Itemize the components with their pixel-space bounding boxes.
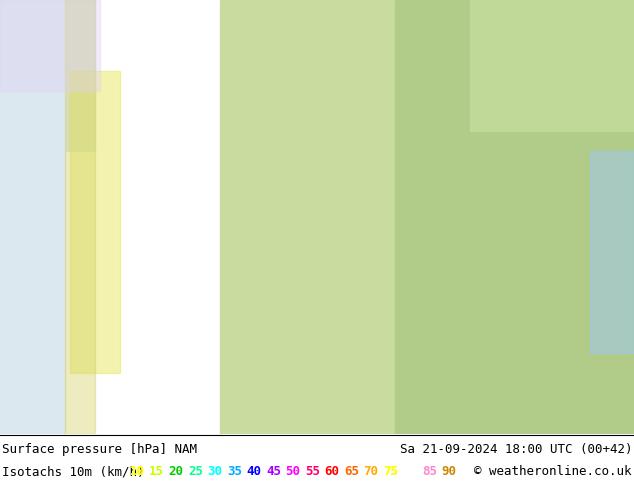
Bar [0,0,95,151]
Bar [70,71,120,373]
Text: 70: 70 [363,466,378,478]
Text: 80: 80 [403,466,418,478]
Text: 90: 90 [441,466,456,478]
Bar [470,0,634,131]
Text: 10: 10 [129,466,145,478]
Bar [395,0,634,434]
Text: 75: 75 [383,466,398,478]
Bar [65,0,95,434]
Text: 60: 60 [325,466,339,478]
Text: © weatheronline.co.uk: © weatheronline.co.uk [474,466,632,478]
Text: 35: 35 [227,466,242,478]
Bar [0,151,65,434]
Text: 55: 55 [305,466,320,478]
Text: 25: 25 [188,466,203,478]
Text: 75: 75 [383,466,398,478]
Bar [590,151,634,353]
Text: 20: 20 [169,466,183,478]
Text: 30: 30 [207,466,223,478]
Text: 40: 40 [247,466,261,478]
Text: Sa 21-09-2024 18:00 UTC (00+42): Sa 21-09-2024 18:00 UTC (00+42) [399,443,632,456]
Text: 85: 85 [422,466,437,478]
Text: 50: 50 [285,466,301,478]
Bar [0,0,100,91]
Text: 15: 15 [149,466,164,478]
Text: 45: 45 [266,466,281,478]
Text: 65: 65 [344,466,359,478]
Text: 10: 10 [129,466,145,478]
Bar [220,0,395,434]
Text: Surface pressure [hPa] NAM: Surface pressure [hPa] NAM [2,443,197,456]
Text: Isotachs 10m (km/h): Isotachs 10m (km/h) [2,466,145,478]
Text: 80: 80 [403,466,418,478]
